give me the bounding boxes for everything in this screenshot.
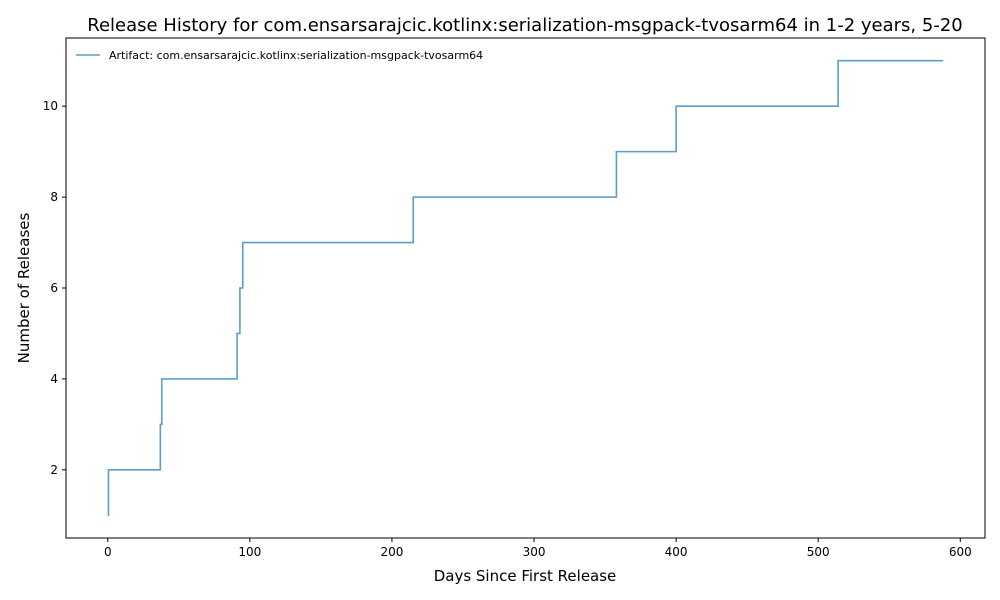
x-axis: 0 100 200 300 400 500 600	[104, 538, 972, 559]
y-axis: 2 4 6 8 10	[43, 99, 66, 477]
x-tick-label: 500	[807, 545, 830, 559]
series-layer	[107, 59, 944, 517]
x-axis-label: Days Since First Release	[434, 567, 617, 585]
x-tick-label: 300	[523, 545, 546, 559]
y-tick-label: 6	[50, 281, 58, 295]
series-line	[107, 59, 944, 517]
x-tick-label: 100	[238, 545, 261, 559]
x-tick-label: 200	[380, 545, 403, 559]
x-tick-label: 0	[104, 545, 112, 559]
y-tick-label: 8	[50, 190, 58, 204]
y-tick-label: 10	[43, 99, 58, 113]
y-tick-label: 4	[50, 372, 58, 386]
plot-frame	[65, 37, 986, 539]
x-tick-label: 400	[665, 545, 688, 559]
chart-title: Release History for com.ensarsarajcic.ko…	[87, 15, 962, 36]
legend: Artifact: com.ensarsarajcic.kotlinx:seri…	[76, 49, 483, 62]
legend-label: Artifact: com.ensarsarajcic.kotlinx:seri…	[109, 49, 483, 62]
y-tick-label: 2	[50, 463, 58, 477]
x-tick-label: 600	[949, 545, 972, 559]
y-axis-label: Number of Releases	[15, 212, 33, 363]
